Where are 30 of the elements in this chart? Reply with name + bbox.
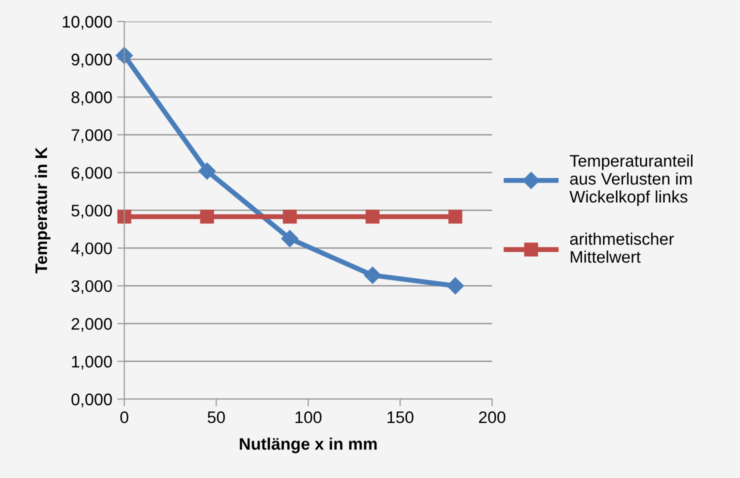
point	[446, 277, 464, 294]
point	[117, 210, 132, 224]
point	[364, 266, 382, 284]
x-tick-label: 200	[479, 411, 506, 424]
x-tick-label: 50	[208, 411, 225, 424]
legend-label: arithmetischer Mittelwert	[570, 232, 674, 263]
point	[282, 210, 297, 224]
y-tick-label: 8,000	[72, 91, 112, 106]
legend-label: Temperaturanteil aus Verlusten im Wickelkopf links	[570, 154, 692, 206]
point	[116, 46, 133, 64]
y-tick-label: 1,000	[72, 356, 112, 370]
y-tick-label: 2,000	[72, 318, 112, 332]
point	[200, 210, 214, 224]
y-tick-label: 5,000	[71, 204, 112, 218]
x-tick-label: 100	[296, 411, 322, 424]
point	[366, 210, 380, 224]
y-tick-label: 3,000	[71, 280, 112, 294]
y-tick-label: 9,000	[72, 54, 112, 68]
x-tick-label: 150	[388, 411, 414, 424]
point	[281, 230, 298, 248]
x-axis-title: Nutlänge x in mm	[240, 438, 377, 454]
y-tick-label: 0,000	[71, 394, 112, 408]
y-tick-label: 10,000	[62, 16, 112, 30]
y-tick-label: 7,000	[72, 129, 112, 143]
y-tick-label: 6,000	[72, 166, 112, 181]
y-tick-label: 4,000	[71, 242, 112, 256]
x-tick-label: 0	[120, 411, 128, 424]
point	[198, 162, 216, 180]
point	[448, 210, 462, 224]
y-axis-title: Temperatur in K	[34, 147, 50, 274]
